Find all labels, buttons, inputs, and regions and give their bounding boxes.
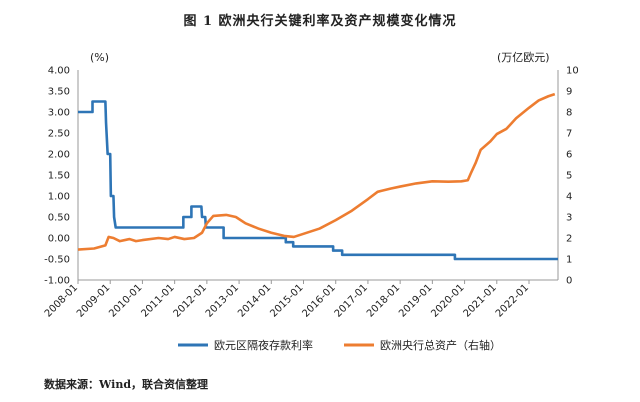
left-axis-ticks: 4.00 3.50 3.00 2.50 2.00 1.50 1.00 0.50 0.00 -0.5… xyxy=(44,66,70,287)
x-tick-label: 2017-01 xyxy=(333,282,370,319)
right-tick-label: 5 xyxy=(566,171,572,182)
left-tick-label: 1.00 xyxy=(48,192,70,203)
chart-title: 图 1 欧洲央行关键利率及资产规模变化情况 xyxy=(183,14,457,29)
x-tick-label: 2012-01 xyxy=(172,282,209,319)
x-tick-label: 2020-01 xyxy=(429,282,466,319)
right-tick-label: 0 xyxy=(566,276,572,287)
plot-frame xyxy=(77,70,559,281)
x-tick-label: 2010-01 xyxy=(107,282,144,319)
left-axis-unit: (%) xyxy=(90,51,109,64)
left-tick-label: 0.00 xyxy=(48,234,70,245)
left-tick-label: 4.00 xyxy=(48,66,70,77)
series-lines xyxy=(77,92,558,261)
right-tick-label: 2 xyxy=(566,234,572,245)
series-line-deposit-rate xyxy=(78,100,558,261)
x-axis-ticks: 2008-012009-012010-012011-012012-012013-… xyxy=(43,280,531,320)
x-tick-label: 2018-01 xyxy=(365,282,402,319)
left-tick-label: 1.50 xyxy=(48,171,70,182)
x-tick-label: 2015-01 xyxy=(268,282,305,319)
x-tick-label: 2016-01 xyxy=(301,282,338,319)
right-tick-label: 9 xyxy=(566,87,572,98)
left-tick-label: 3.00 xyxy=(48,108,70,119)
legend-label-total-assets: 欧洲央行总资产（右轴） xyxy=(380,338,501,352)
x-tick-label: 2009-01 xyxy=(75,282,112,319)
legend: 欧元区隔夜存款利率 欧洲央行总资产（右轴） xyxy=(178,338,501,352)
left-tick-label: -0.50 xyxy=(44,255,70,266)
left-tick-label: 0.50 xyxy=(48,213,70,224)
right-tick-label: 8 xyxy=(566,108,572,119)
x-tick-label: 2022-01 xyxy=(494,282,531,319)
right-tick-label: 3 xyxy=(566,213,572,224)
right-tick-label: 4 xyxy=(566,192,572,203)
right-tick-label: 1 xyxy=(566,255,572,266)
right-tick-label: 6 xyxy=(566,150,572,161)
right-axis-unit: (万亿欧元) xyxy=(497,51,550,64)
left-tick-label: -1.00 xyxy=(44,276,70,287)
x-tick-label: 2011-01 xyxy=(139,282,176,319)
x-tick-label: 2013-01 xyxy=(204,282,241,319)
right-tick-label: 10 xyxy=(566,66,579,77)
x-tick-label: 2021-01 xyxy=(462,282,499,319)
left-tick-label: 3.50 xyxy=(48,87,70,98)
left-tick-label: 2.50 xyxy=(48,129,70,140)
series-line-total-assets xyxy=(77,92,556,251)
x-tick-label: 2019-01 xyxy=(397,282,434,319)
legend-label-deposit-rate: 欧元区隔夜存款利率 xyxy=(214,338,313,352)
x-tick-label: 2008-01 xyxy=(43,282,80,319)
data-source-note: 数据来源：Wind，联合资信整理 xyxy=(44,378,209,391)
left-tick-label: 2.00 xyxy=(48,150,70,161)
right-tick-label: 7 xyxy=(566,129,572,140)
x-tick-label: 2014-01 xyxy=(236,282,273,319)
